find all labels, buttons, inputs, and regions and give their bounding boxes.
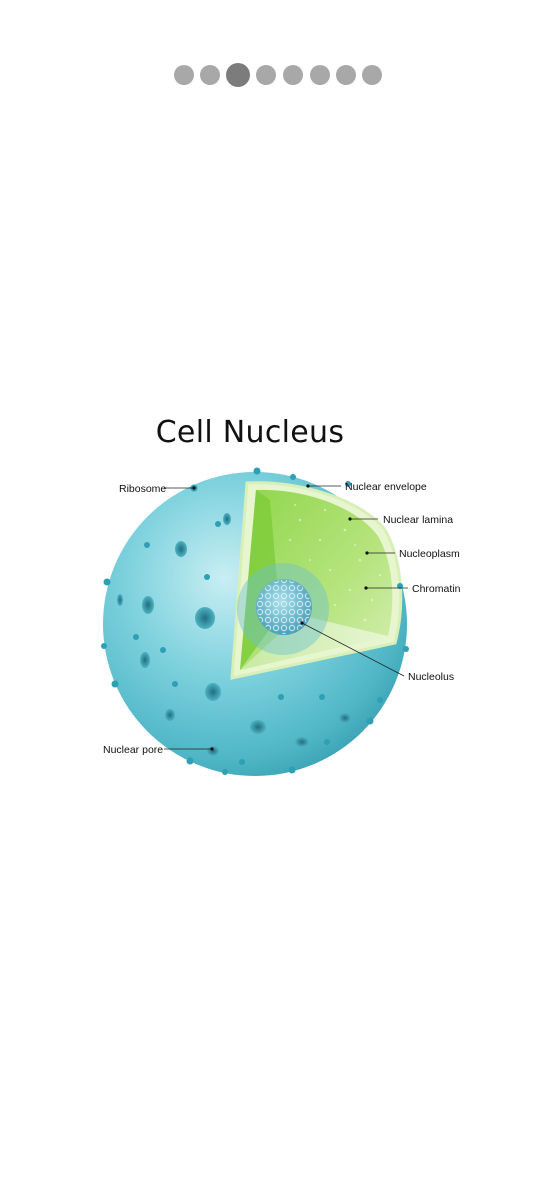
- page-dot-1[interactable]: [174, 65, 194, 85]
- page-indicator: [0, 62, 556, 88]
- page-dot-2[interactable]: [200, 65, 220, 85]
- label-nuclear-envelope: Nuclear envelope: [345, 481, 427, 493]
- leader-lines: [164, 485, 408, 750]
- page-dot-5[interactable]: [283, 65, 303, 85]
- diagram-title: Cell Nucleus: [155, 415, 345, 450]
- label-nucleolus: Nucleolus: [408, 671, 454, 683]
- label-chromatin: Chromatin: [412, 583, 461, 595]
- nuclear-pores: [117, 513, 351, 756]
- page-dot-7[interactable]: [336, 65, 356, 85]
- leader-dots: [192, 484, 369, 751]
- page-dot-4[interactable]: [256, 65, 276, 85]
- page-dot-3-active[interactable]: [226, 63, 250, 87]
- label-ribosome: Ribosome: [119, 483, 166, 495]
- page-dot-6[interactable]: [310, 65, 330, 85]
- nucleolus-network: [257, 580, 311, 634]
- label-nucleoplasm: Nucleoplasm: [399, 548, 460, 560]
- label-nuclear-lamina: Nuclear lamina: [383, 514, 453, 526]
- page-dot-8[interactable]: [362, 65, 382, 85]
- chromatin-speckles: [288, 503, 382, 622]
- nucleoplasm-floor: [240, 615, 388, 670]
- label-nuclear-pore: Nuclear pore: [103, 744, 163, 756]
